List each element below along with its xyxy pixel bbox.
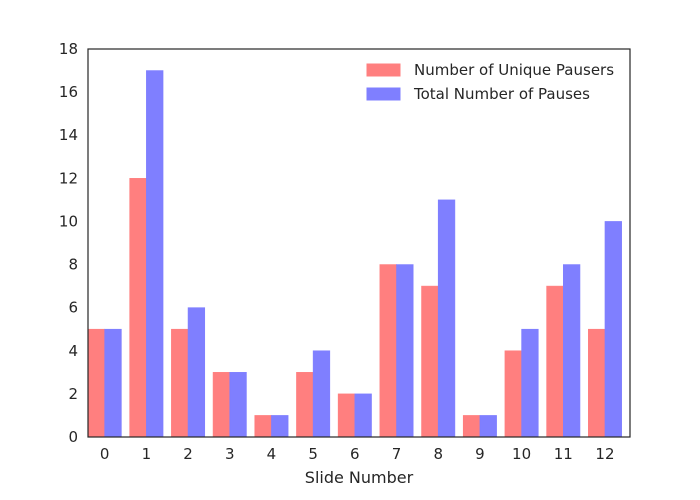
- bar-series1-slide-4: [271, 415, 289, 438]
- y-tick-label: 2: [68, 385, 78, 403]
- bar-series0-slide-0: [87, 328, 105, 438]
- y-tick-label: 16: [59, 83, 78, 101]
- x-tick-label: 0: [100, 445, 110, 463]
- x-tick-label: 6: [350, 445, 360, 463]
- bar-series0-slide-5: [296, 372, 314, 438]
- y-tick-label: 18: [59, 40, 78, 58]
- y-tick-label: 8: [68, 256, 78, 274]
- bar-series1-slide-3: [229, 372, 247, 438]
- bar-series0-slide-10: [504, 350, 522, 438]
- x-tick-label: 4: [267, 445, 277, 463]
- y-tick-label: 14: [59, 126, 78, 144]
- bar-series1-slide-0: [104, 328, 122, 438]
- bar-series1-slide-2: [187, 307, 206, 438]
- bar-series0-slide-2: [171, 328, 189, 438]
- bar-series1-slide-10: [521, 328, 539, 438]
- x-tick-label: 3: [225, 445, 235, 463]
- x-tick-label: 10: [512, 445, 531, 463]
- bar-series1-slide-6: [354, 393, 372, 438]
- bar-series1-slide-1: [146, 70, 164, 438]
- y-tick-label: 12: [59, 169, 78, 187]
- x-tick-label: 11: [554, 445, 573, 463]
- bar-series1-slide-7: [396, 264, 414, 438]
- bar-series0-slide-12: [588, 328, 606, 438]
- x-axis-ticks: 0 1 2 3 4 5 6 7 8 9 10 11 12: [100, 445, 615, 463]
- x-tick-label: 7: [392, 445, 402, 463]
- bar-series1-slide-11: [562, 264, 581, 438]
- bar-series0-slide-8: [421, 285, 439, 438]
- legend-label: Total Number of Pauses: [413, 85, 590, 103]
- bar-series0-slide-3: [212, 372, 231, 438]
- x-tick-label: 9: [475, 445, 485, 463]
- bar-series0-slide-6: [337, 393, 356, 438]
- y-tick-label: 6: [68, 299, 78, 317]
- bar-series1-slide-12: [604, 221, 622, 438]
- bar-series0-slide-4: [254, 415, 272, 438]
- legend-swatch: [366, 87, 401, 101]
- bar-series0-slide-1: [129, 178, 147, 438]
- bars-group: [87, 70, 622, 438]
- bar-series1-slide-8: [437, 199, 456, 438]
- y-axis-ticks: 0 2 4 6 8 10 12 14 16 18: [59, 40, 78, 446]
- x-tick-label: 12: [595, 445, 614, 463]
- bar-series1-slide-5: [312, 350, 331, 438]
- bar-series1-slide-9: [479, 415, 497, 438]
- legend: Number of Unique Pausers Total Number of …: [366, 61, 614, 103]
- legend-swatch: [366, 63, 401, 77]
- y-tick-label: 10: [59, 212, 78, 230]
- legend-label: Number of Unique Pausers: [414, 61, 614, 79]
- y-tick-label: 4: [68, 342, 78, 360]
- x-tick-label: 1: [142, 445, 152, 463]
- bar-series0-slide-7: [379, 264, 397, 438]
- y-tick-label: 0: [68, 428, 78, 446]
- x-tick-label: 2: [183, 445, 193, 463]
- x-tick-label: 8: [433, 445, 443, 463]
- x-axis-label: Slide Number: [305, 468, 414, 487]
- plot-frame: [87, 48, 631, 438]
- bar-series0-slide-11: [546, 285, 564, 438]
- bar-series0-slide-9: [462, 415, 481, 438]
- x-tick-label: 5: [308, 445, 318, 463]
